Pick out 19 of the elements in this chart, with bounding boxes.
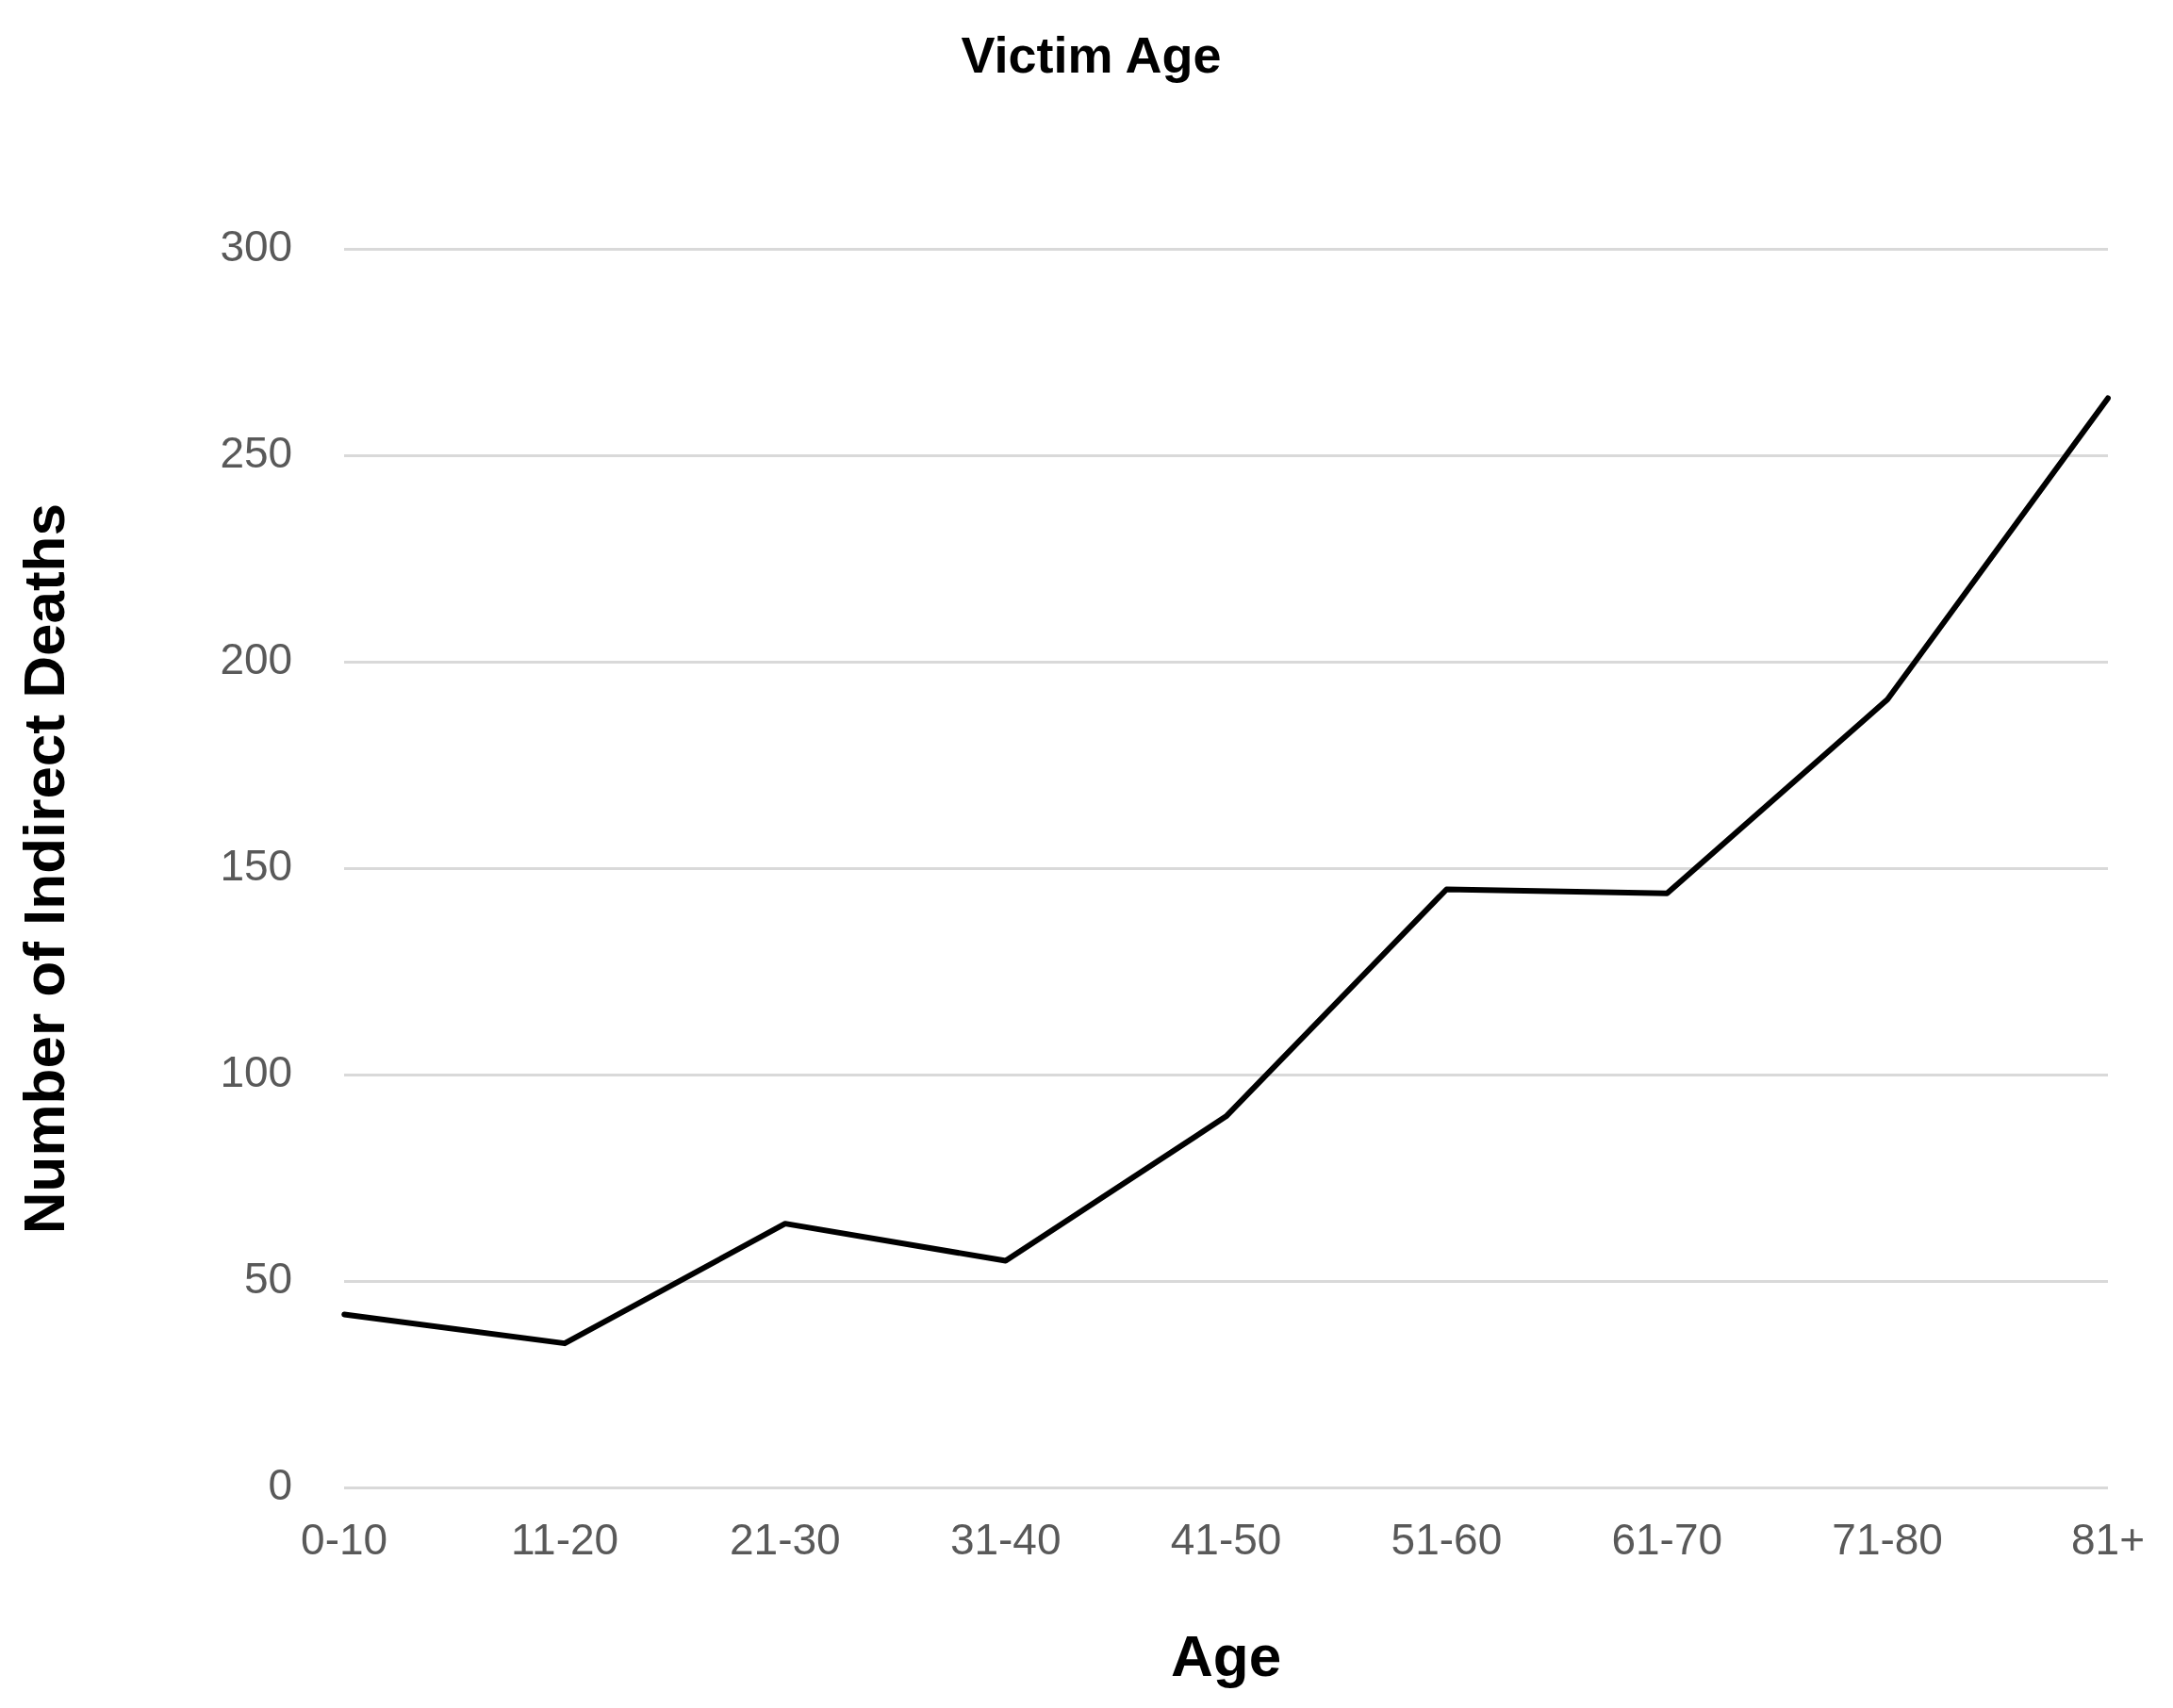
- x-tick-label: 21-30: [730, 1514, 841, 1564]
- x-tick-label: 11-20: [510, 1514, 619, 1564]
- x-axis-title: Age: [1171, 1622, 1282, 1688]
- x-tick-label: 31-40: [949, 1514, 1062, 1564]
- x-tick-label: 0-10: [301, 1514, 388, 1564]
- x-tick-label: 81+: [2070, 1514, 2145, 1564]
- x-tick-label: 51-60: [1391, 1514, 1503, 1564]
- y-tick-label: 200: [220, 634, 293, 684]
- y-tick-label: 0: [268, 1460, 293, 1510]
- y-tick-label: 300: [220, 222, 293, 271]
- x-tick-label: 41-50: [1170, 1514, 1282, 1564]
- y-tick-label: 250: [220, 428, 293, 478]
- y-tick-label: 150: [220, 841, 293, 891]
- y-tick-label: 100: [220, 1047, 293, 1097]
- y-axis-title: Number of Indirect Deaths: [11, 503, 77, 1235]
- y-tick-label: 50: [243, 1254, 293, 1304]
- x-tick-label: 61-70: [1611, 1514, 1723, 1564]
- x-tick-label: 71-80: [1832, 1514, 1943, 1564]
- chart-title: Victim Age: [961, 26, 1222, 84]
